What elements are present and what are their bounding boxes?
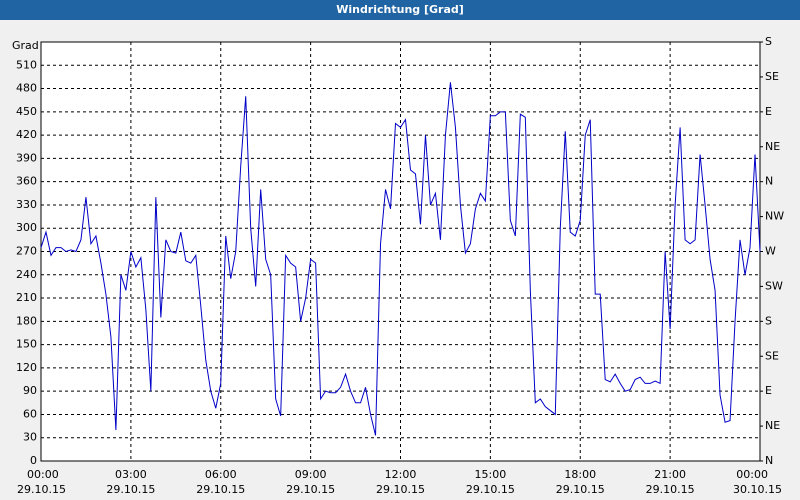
y2-tick-label: NE: [765, 140, 780, 153]
data-line: [40, 82, 761, 436]
y-tick-label: 210: [16, 291, 37, 304]
y-tick-label: 450: [16, 105, 37, 118]
x-tick-label: 15:00: [475, 468, 507, 481]
x-tick-label: 12:00: [385, 468, 417, 481]
chart-title: Windrichtung [Grad]: [336, 3, 464, 16]
x-tick-label: 18:00: [564, 468, 596, 481]
y-tick-label: 0: [30, 454, 37, 467]
y2-tick-label: SE: [765, 349, 779, 362]
x-tick-date: 29.10.15: [17, 483, 66, 496]
y-tick-label: 120: [16, 361, 37, 374]
x-tick-date: 29.10.15: [556, 483, 605, 496]
y2-tick-label: NW: [765, 210, 784, 223]
y-tick-label: 60: [23, 407, 37, 420]
y-tick-label: 420: [16, 128, 37, 141]
y2-tick-label: N: [765, 454, 773, 467]
y2-tick-label: E: [765, 105, 772, 118]
y-tick-label: 300: [16, 221, 37, 234]
x-tick-date: 29.10.15: [106, 483, 155, 496]
x-tick-date: 29.10.15: [646, 483, 695, 496]
x-tick-label: 00:00: [27, 468, 59, 481]
y-tick-label: 330: [16, 198, 37, 211]
y-tick-label: 180: [16, 314, 37, 327]
y-tick-label: 150: [16, 338, 37, 351]
y-tick-label: 30: [23, 431, 37, 444]
x-tick-date: 29.10.15: [286, 483, 335, 496]
x-tick-label: 06:00: [205, 468, 237, 481]
y-tick-label: 240: [16, 268, 37, 281]
title-bar: [0, 0, 800, 20]
y2-tick-label: N: [765, 175, 773, 188]
y2-tick-label: NE: [765, 419, 780, 432]
y-tick-label: 390: [16, 151, 37, 164]
y2-tick-label: E: [765, 384, 772, 397]
x-tick-label: 21:00: [654, 468, 686, 481]
y2-tick-label: SW: [765, 279, 783, 292]
y-tick-label: 510: [16, 58, 37, 71]
x-tick-label: 00:00: [736, 468, 768, 481]
x-tick-date: 30.10.15: [733, 483, 782, 496]
y2-tick-label: S: [765, 35, 772, 48]
y-tick-label: 480: [16, 82, 37, 95]
y2-tick-label: SE: [765, 70, 779, 83]
y-tick-label: 90: [23, 384, 37, 397]
y2-tick-label: W: [765, 245, 776, 258]
y-tick-label: 360: [16, 175, 37, 188]
x-tick-date: 29.10.15: [376, 483, 425, 496]
x-tick-date: 29.10.15: [466, 483, 515, 496]
x-tick-label: 09:00: [295, 468, 327, 481]
x-tick-date: 29.10.15: [196, 483, 245, 496]
x-tick-label: 03:00: [115, 468, 147, 481]
y-axis-label: Grad: [12, 39, 39, 52]
y-tick-label: 270: [16, 245, 37, 258]
y2-tick-label: S: [765, 314, 772, 327]
